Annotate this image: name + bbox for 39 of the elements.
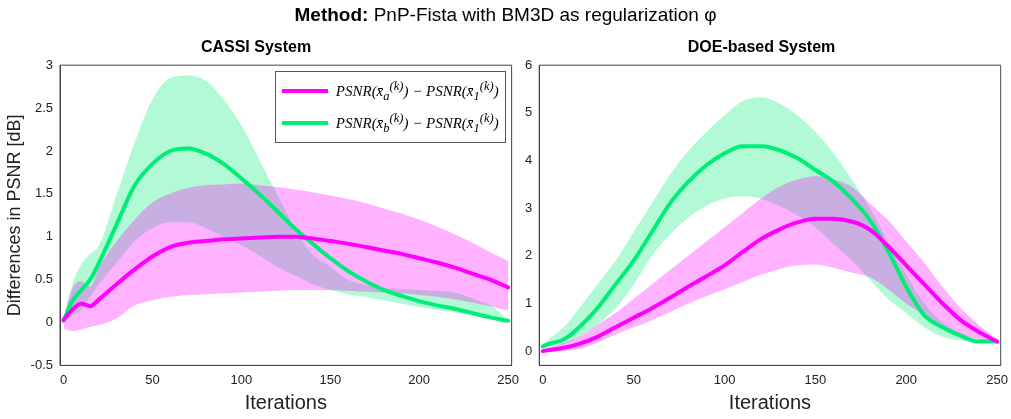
y-tick-label: 0 xyxy=(525,342,533,358)
x-tick-label: 50 xyxy=(626,371,641,387)
y-tick-label: 1 xyxy=(525,295,533,311)
y-tick-label: 1 xyxy=(45,228,53,244)
legend-label: PSNR(x̄$_{b}$$^{(k)}$) − PSNR(x̄$_{1}$$^{(k)}$) xyxy=(335,110,499,138)
text: Method: PnP-Fista with BM3D as regularization φ xyxy=(293,4,718,26)
y-tick-label: 0.5 xyxy=(34,271,53,287)
y-tick-label: 3 xyxy=(525,199,533,215)
y-tick-label: 6 xyxy=(525,56,533,72)
chart-title: DOE-based System xyxy=(687,38,836,56)
x-tick-label: 150 xyxy=(319,371,342,387)
y-tick-label: 1.5 xyxy=(34,185,53,201)
x-tick-label: 250 xyxy=(497,371,519,387)
x-tick-label: 50 xyxy=(145,371,160,387)
y-tick-label: 3 xyxy=(45,56,53,72)
x-axis-title: Iterations xyxy=(244,390,327,413)
line-series xyxy=(540,144,1000,349)
y-tick-label: 4 xyxy=(525,152,533,168)
line-series xyxy=(540,216,1000,354)
y-tick-label: -0.5 xyxy=(30,356,53,372)
x-tick-label: 0 xyxy=(539,371,547,387)
y-tick-label: 0 xyxy=(45,314,53,330)
chart-title: CASSI System xyxy=(200,38,312,56)
y-tick-label: 2 xyxy=(525,247,533,263)
x-tick-label: 0 xyxy=(59,371,68,387)
x-tick-label: 200 xyxy=(895,371,918,387)
line-series xyxy=(61,146,511,323)
line-series xyxy=(61,234,511,322)
x-tick-label: 100 xyxy=(713,371,736,387)
x-tick-label: 100 xyxy=(230,371,253,387)
x-tick-label: 250 xyxy=(986,371,1008,387)
y-tick-label: 5 xyxy=(525,104,533,120)
y-tick-label: 2 xyxy=(45,142,53,158)
legend-label: PSNR(x̄$_{a}$$^{(k)}$) − PSNR(x̄$_{1}$$^{(k)}$) xyxy=(335,78,499,106)
y-axis-title: Differences in PSNR [dB] xyxy=(3,114,24,317)
y-tick-label: 2.5 xyxy=(34,99,53,115)
x-tick-label: 150 xyxy=(804,371,827,387)
x-axis-title: Iterations xyxy=(728,390,812,413)
x-tick-label: 200 xyxy=(408,371,431,387)
